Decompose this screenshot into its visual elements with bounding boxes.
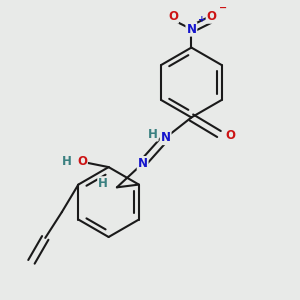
- Text: O: O: [77, 155, 87, 168]
- Text: O: O: [225, 129, 235, 142]
- Text: N: N: [138, 157, 148, 170]
- Text: O: O: [168, 10, 178, 23]
- Text: N: N: [160, 131, 171, 144]
- Text: H: H: [62, 155, 72, 168]
- Text: −: −: [219, 3, 227, 13]
- Text: +: +: [198, 15, 206, 24]
- Text: O: O: [207, 10, 217, 23]
- Text: N: N: [186, 23, 197, 36]
- Text: H: H: [148, 128, 158, 140]
- Text: H: H: [98, 177, 108, 190]
